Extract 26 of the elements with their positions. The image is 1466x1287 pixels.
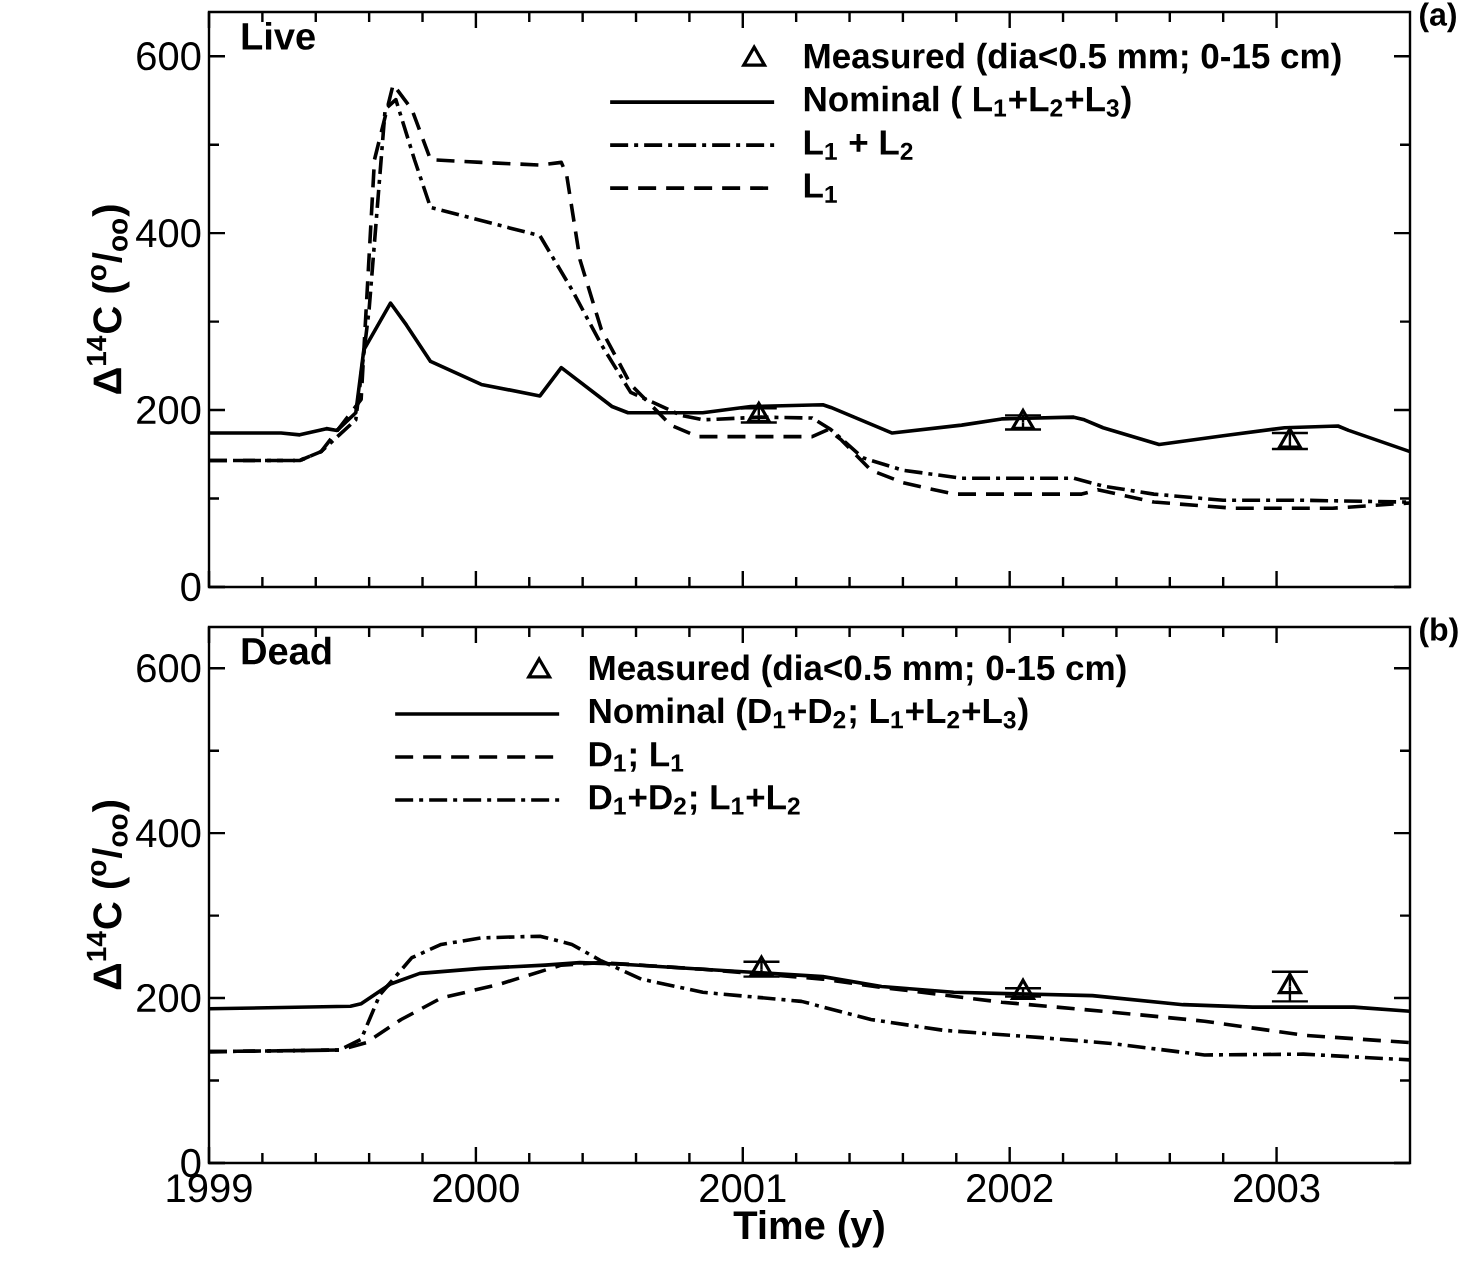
- y-axis-title: Δ$^{14}$C ($^{o}$/$_{oo}$): [86, 801, 130, 990]
- legend-label: D$_{1}$; L$_{1}$: [589, 742, 684, 772]
- y-tick-label: 200: [137, 395, 201, 425]
- x-tick-label: 2000: [433, 1174, 519, 1203]
- annotation: Live: [242, 21, 315, 50]
- legend-label: L$_{1}$: [804, 173, 837, 203]
- y-tick-label: 600: [137, 654, 201, 683]
- legend-label: D$_{1}$+D$_{2}$; L$_{1}$+L$_{2}$: [589, 785, 800, 815]
- legend-label: Measured (dia<0.5 mm; 0-15 cm): [589, 654, 1126, 688]
- x-axis-title: Time (y): [733, 1210, 884, 1248]
- annotation: Dead: [242, 636, 331, 665]
- legend-label: Measured (dia<0.5 mm; 0-15 cm): [804, 42, 1341, 76]
- text: Nominal (D$_{1}$+D$_{2}$; L$_{1}$+L$_{2}$+L$_{3}$): [589, 697, 1028, 731]
- legend-label: Nominal ( L$_{1}$+L$_{2}$+L$_{3}$): [804, 85, 1131, 119]
- y-tick-label: 600: [137, 42, 201, 71]
- y-axis-title: Δ$^{14}$C ($^{o}$/$_{oo}$): [86, 205, 130, 394]
- x-tick-label: 2001: [700, 1174, 786, 1203]
- y-tick-label: 200: [137, 983, 201, 1013]
- y-tick-label: 0: [181, 572, 201, 602]
- legend-label: L$_{1}$ + L$_{2}$: [804, 130, 913, 160]
- chart-title: (b): [1420, 617, 1458, 648]
- x-tick-label: 2002: [967, 1174, 1053, 1203]
- x-tick-label: 2003: [1234, 1174, 1320, 1203]
- y-tick-label: 400: [136, 219, 201, 248]
- y-tick-label: 400: [136, 819, 201, 848]
- chart-title: (a): [1420, 2, 1456, 33]
